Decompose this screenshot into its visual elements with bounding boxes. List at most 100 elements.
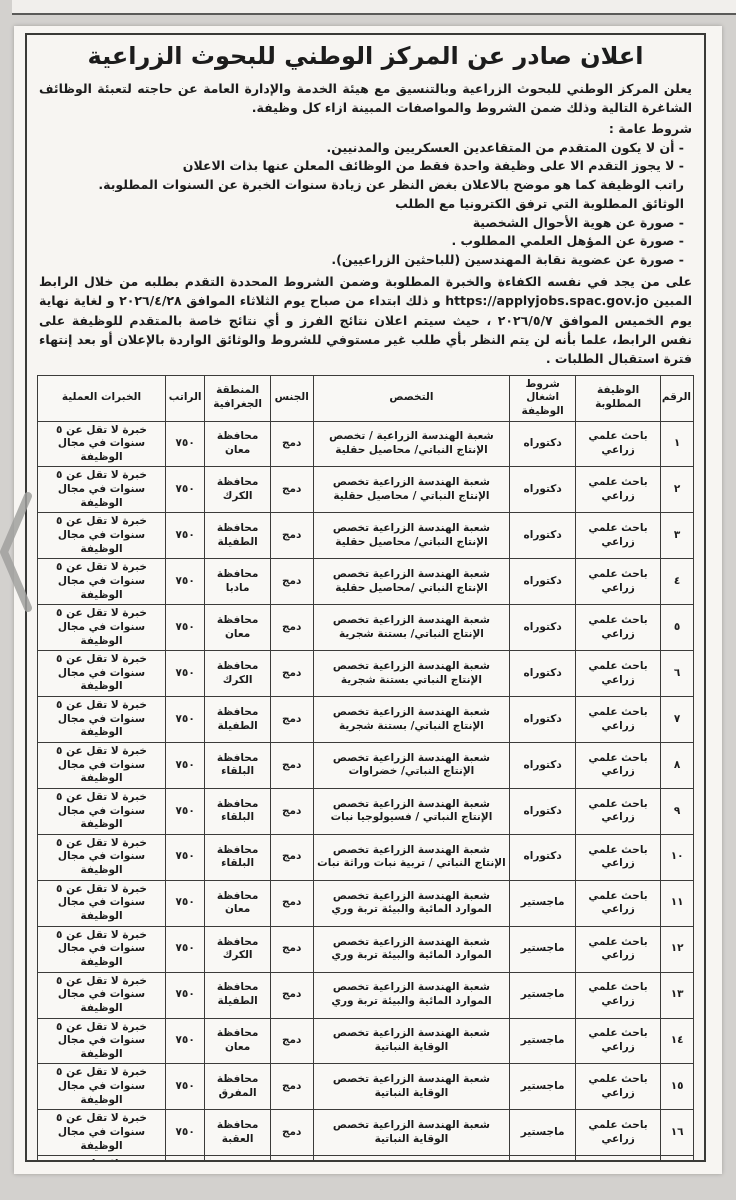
table-row: ٩ باحث علمي زراعي دكتوراه شعبة الهندسة الزر… bbox=[37, 787, 694, 835]
jobs-table-header-row: الرقم الوظيفة المطلوبة شروط اشغال الوظيفة ا… bbox=[37, 374, 694, 422]
column-header: الوظيفة المطلوبة bbox=[574, 374, 662, 422]
condition-line: - أن لا يكون المتقدم من المتقاعدين العسك… bbox=[326, 139, 684, 155]
jobs-table: الرقم الوظيفة المطلوبة شروط اشغال الوظيفة ا… bbox=[37, 374, 694, 1160]
table-cell: ١١ bbox=[660, 879, 694, 927]
table-cell: محافظة معان bbox=[204, 879, 271, 927]
table-cell: باحث علمي زراعي bbox=[574, 650, 662, 698]
table-cell: ٣ bbox=[660, 512, 694, 560]
table-cell: دمج bbox=[269, 650, 314, 698]
column-header: الرقم bbox=[660, 374, 694, 422]
adjacent-page-edge bbox=[12, 0, 736, 15]
table-cell: شعبة الهندسة الزراعية تخصص الإنتاج النبا… bbox=[312, 833, 511, 881]
table-cell: محافظة البلقاء bbox=[204, 833, 271, 881]
table-cell: شعبة الهندسة الزراعية تخصص الوقاية النبا… bbox=[312, 1109, 511, 1157]
table-row: ٧ باحث علمي زراعي دكتوراه شعبة الهندسة الزر… bbox=[37, 696, 694, 743]
table-cell: دمج bbox=[269, 1017, 314, 1065]
table-cell: ٧٥٠ bbox=[164, 925, 206, 973]
table-cell: شعبة الهندسة الزراعية تخصص الإنتاج النبا… bbox=[312, 604, 511, 652]
table-cell: شعبة الهندسة الزراعية تخصص الإنتاج النبا… bbox=[312, 466, 511, 514]
table-cell: ١٠ bbox=[660, 833, 694, 881]
table-cell: ٦ bbox=[660, 650, 694, 698]
condition-line: الوثائق المطلوبة التي ترفق الكترونيا مع … bbox=[395, 195, 684, 211]
document-paper: اعلان صادر عن المركز الوطني للبحوث الزرا… bbox=[14, 26, 722, 1174]
table-cell: خبرة لا تقل عن ٥ سنوات في مجال الوظيفة bbox=[37, 1017, 166, 1065]
table-cell: ماجستير bbox=[509, 971, 576, 1019]
previous-page-chevron-icon[interactable] bbox=[0, 488, 40, 616]
table-cell: ٧٥٠ bbox=[164, 420, 206, 468]
table-cell: باحث علمي زراعي bbox=[574, 1155, 662, 1160]
table-cell: دكتوراه bbox=[509, 420, 576, 468]
table-cell: ٧٥٠ bbox=[164, 650, 206, 698]
table-cell: خبرة لا تقل عن ٥ سنوات في مجال الوظيفة bbox=[37, 604, 166, 652]
table-row: ١٦ باحث علمي زراعي ماجستير شعبة الهندسة الز… bbox=[37, 1109, 694, 1157]
table-cell: محافظة المفرق bbox=[204, 1063, 271, 1111]
table-cell: ١ bbox=[660, 420, 694, 468]
table-cell: ماجستير bbox=[509, 879, 576, 927]
application-instructions-paragraph: على من يجد في نفسه الكفاءة والخبرة المطل… bbox=[39, 273, 692, 367]
table-cell: ١٦ bbox=[660, 1109, 694, 1157]
table-cell: محافظة معان bbox=[204, 420, 271, 468]
table-cell: محافظة الكرك bbox=[204, 650, 271, 698]
table-cell: دمج bbox=[269, 604, 314, 652]
table-cell: خبرة لا تقل عن ٥ سنوات في مجال الوظيفة bbox=[37, 971, 166, 1019]
table-cell: دكتوراه bbox=[509, 466, 576, 514]
table-cell: خبرة لا تقل عن ٥ سنوات في مجال الوظيفة bbox=[37, 1155, 166, 1160]
table-cell: محافظة الطفيلة bbox=[204, 971, 271, 1019]
table-cell: دكتوراه bbox=[509, 696, 576, 743]
table-cell: ١٤ bbox=[660, 1017, 694, 1065]
table-row: ١٤ باحث علمي زراعي ماجستير شعبة الهندسة الز… bbox=[37, 1017, 694, 1065]
table-cell: ماجستير bbox=[509, 925, 576, 973]
table-cell: دمج bbox=[269, 1155, 314, 1160]
column-header: الخبرات العملية bbox=[37, 374, 166, 422]
table-cell: خبرة لا تقل عن ٥ سنوات في مجال الوظيفة bbox=[37, 696, 166, 743]
intro-paragraph: يعلن المركز الوطني للبحوث الزراعية وبالت… bbox=[39, 81, 692, 116]
table-cell: باحث علمي زراعي bbox=[574, 696, 662, 743]
table-cell: شعبة الهندسة الزراعية تخصص الوقاية النبا… bbox=[312, 1155, 511, 1160]
table-cell: باحث علمي زراعي bbox=[574, 512, 662, 560]
table-cell: ماجستير bbox=[509, 1155, 576, 1160]
condition-line: راتب الوظيفة كما هو موضح بالاعلان بغض ال… bbox=[98, 177, 684, 192]
table-cell: محافظة البلقاء bbox=[204, 787, 271, 835]
table-row: ١٣ باحث علمي زراعي ماجستير شعبة الهندسة الز… bbox=[37, 971, 694, 1019]
table-row: ١٠ باحث علمي زراعي دكتوراه شعبة الهندسة الز… bbox=[37, 833, 694, 881]
table-cell: محافظة البلقاء bbox=[204, 742, 271, 789]
table-cell: ١٣ bbox=[660, 971, 694, 1019]
table-cell: ٧٥٠ bbox=[164, 604, 206, 652]
table-row: ٤ باحث علمي زراعي دكتوراه شعبة الهندسة الزر… bbox=[37, 558, 694, 606]
jobs-table-body: ١ باحث علمي زراعي دكتوراه شعبة الهندسة الزر… bbox=[37, 420, 694, 1160]
table-cell: شعبة الهندسة الزراعية / تخصص الإنتاج الن… bbox=[312, 420, 511, 468]
document-frame: اعلان صادر عن المركز الوطني للبحوث الزرا… bbox=[25, 33, 706, 1162]
table-cell: دمج bbox=[269, 512, 314, 560]
table-cell: باحث علمي زراعي bbox=[574, 742, 662, 789]
table-cell: خبرة لا تقل عن ٥ سنوات في مجال الوظيفة bbox=[37, 466, 166, 514]
table-cell: باحث علمي زراعي bbox=[574, 1063, 662, 1111]
table-cell: دمج bbox=[269, 1109, 314, 1157]
column-header: التخصص bbox=[312, 374, 511, 422]
table-cell: محافظة الطفيلة bbox=[204, 512, 271, 560]
table-cell: باحث علمي زراعي bbox=[574, 833, 662, 881]
table-cell: محافظة الكرك bbox=[204, 925, 271, 973]
table-cell: باحث علمي زراعي bbox=[574, 787, 662, 835]
table-cell: شعبة الهندسة الزراعية تخصص الإنتاج النبا… bbox=[312, 787, 511, 835]
table-cell: خبرة لا تقل عن ٥ سنوات في مجال الوظيفة bbox=[37, 1109, 166, 1157]
table-cell: ٧٥٠ bbox=[164, 466, 206, 514]
table-cell: دمج bbox=[269, 558, 314, 606]
table-cell: شعبة الهندسة الزراعية تخصص الإنتاج النبا… bbox=[312, 696, 511, 743]
table-cell: خبرة لا تقل عن ٥ سنوات في مجال الوظيفة bbox=[37, 420, 166, 468]
table-cell: شعبة الهندسة الزراعية تخصص الإنتاج النبا… bbox=[312, 650, 511, 698]
table-cell: خبرة لا تقل عن ٥ سنوات في مجال الوظيفة bbox=[37, 558, 166, 606]
table-cell: ١٧ bbox=[660, 1155, 694, 1160]
table-cell: باحث علمي زراعي bbox=[574, 971, 662, 1019]
table-cell: خبرة لا تقل عن ٥ سنوات في مجال الوظيفة bbox=[37, 742, 166, 789]
table-row: ١ باحث علمي زراعي دكتوراه شعبة الهندسة الزر… bbox=[37, 420, 694, 468]
table-cell: باحث علمي زراعي bbox=[574, 558, 662, 606]
table-cell: خبرة لا تقل عن ٥ سنوات في مجال الوظيفة bbox=[37, 787, 166, 835]
table-cell: شعبة الهندسة الزراعية تخصص الإنتاج النبا… bbox=[312, 512, 511, 560]
table-cell: ٧٥٠ bbox=[164, 512, 206, 560]
table-cell: ٥ bbox=[660, 604, 694, 652]
table-cell: محافظة معان bbox=[204, 604, 271, 652]
table-cell: شعبة الهندسة الزراعية تخصص الإنتاج النبا… bbox=[312, 558, 511, 606]
column-header: المنطقة الجغرافية bbox=[204, 374, 271, 422]
column-header: شروط اشغال الوظيفة bbox=[509, 374, 576, 422]
